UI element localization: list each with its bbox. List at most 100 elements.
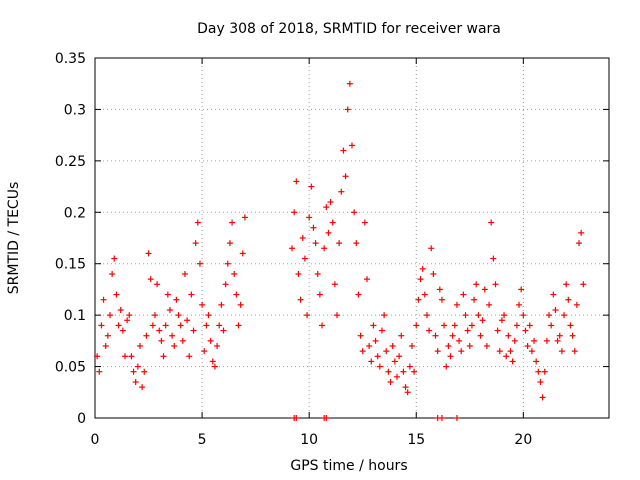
- data-point: [299, 235, 306, 241]
- data-point: [537, 379, 544, 385]
- data-point: [293, 178, 300, 185]
- x-tick-label: 15: [407, 432, 425, 448]
- data-point: [199, 301, 206, 308]
- data-point: [404, 389, 411, 396]
- data-point: [237, 301, 244, 308]
- y-axis-label: SRMTID / TECUs: [6, 182, 22, 295]
- data-point: [177, 322, 184, 329]
- data-point: [385, 368, 392, 375]
- data-point: [149, 322, 156, 329]
- y-tick-label: 0.05: [55, 360, 86, 376]
- data-point: [331, 281, 338, 288]
- data-point: [445, 343, 452, 349]
- data-point: [449, 332, 456, 339]
- data-point: [541, 368, 548, 375]
- data-point: [558, 348, 565, 355]
- data-point: [378, 327, 385, 334]
- data-point: [323, 204, 330, 211]
- x-axis-label: GPS time / hours: [290, 458, 407, 474]
- data-point: [391, 358, 398, 365]
- data-point: [477, 332, 484, 339]
- data-point: [235, 322, 242, 329]
- data-point: [393, 373, 400, 380]
- data-point: [113, 291, 120, 298]
- data-point: [456, 337, 463, 344]
- y-tick-label: 0.2: [64, 205, 86, 221]
- data-point: [398, 332, 405, 339]
- data-point: [458, 348, 465, 355]
- data-point: [349, 142, 355, 149]
- data-point: [363, 276, 370, 283]
- data-point: [117, 307, 124, 313]
- data-point: [323, 415, 330, 421]
- data-point: [426, 327, 433, 334]
- data-point: [205, 312, 212, 319]
- data-point: [115, 322, 122, 329]
- data-point: [468, 322, 475, 329]
- data-point: [428, 245, 435, 252]
- grid-lines: [95, 58, 609, 418]
- data-point: [334, 312, 341, 319]
- data-point: [408, 343, 415, 349]
- data-point: [336, 240, 343, 247]
- x-tick-label: 10: [300, 432, 318, 448]
- data-point: [226, 240, 233, 247]
- data-point: [106, 312, 113, 319]
- data-point: [438, 415, 445, 421]
- data-point: [501, 312, 508, 319]
- data-point: [94, 353, 101, 360]
- data-point: [520, 312, 527, 319]
- data-point: [241, 214, 248, 221]
- data-point: [158, 337, 165, 344]
- data-point: [141, 368, 148, 375]
- data-point: [543, 337, 550, 344]
- data-point: [511, 337, 518, 344]
- data-point: [513, 322, 520, 329]
- data-point: [102, 343, 109, 349]
- data-point: [151, 312, 158, 319]
- data-point: [381, 312, 388, 319]
- data-point: [528, 348, 535, 355]
- data-point: [201, 348, 208, 355]
- data-point: [239, 250, 246, 257]
- data-point: [154, 281, 161, 288]
- data-point: [100, 296, 107, 303]
- data-point: [438, 296, 445, 303]
- data-point: [505, 332, 512, 339]
- data-point: [169, 332, 176, 339]
- data-point: [126, 312, 133, 319]
- data-point: [353, 240, 360, 247]
- data-point: [576, 240, 583, 247]
- data-point: [310, 224, 317, 231]
- data-point: [486, 301, 493, 308]
- data-point: [509, 358, 516, 365]
- data-point: [526, 322, 533, 329]
- data-point: [376, 363, 383, 370]
- data-point: [374, 353, 381, 360]
- data-point: [209, 358, 216, 365]
- data-point: [411, 368, 418, 375]
- data-point: [552, 307, 559, 313]
- data-point: [434, 348, 441, 355]
- data-point: [109, 271, 116, 277]
- x-tick-label: 20: [514, 432, 532, 448]
- data-point: [128, 353, 135, 360]
- data-point: [548, 322, 555, 329]
- data-point: [156, 327, 163, 334]
- data-point: [462, 312, 469, 319]
- data-point: [160, 353, 167, 360]
- data-point: [145, 250, 152, 257]
- data-point: [432, 332, 439, 339]
- data-point: [304, 312, 311, 319]
- data-point: [111, 255, 118, 262]
- data-point: [460, 291, 467, 298]
- data-point: [488, 219, 495, 226]
- data-point: [387, 379, 394, 385]
- data-point: [327, 199, 334, 205]
- data-point: [565, 296, 572, 303]
- data-point: [134, 363, 141, 370]
- data-point: [546, 312, 553, 319]
- data-point: [301, 255, 308, 262]
- data-point: [496, 348, 503, 355]
- data-point: [494, 327, 501, 334]
